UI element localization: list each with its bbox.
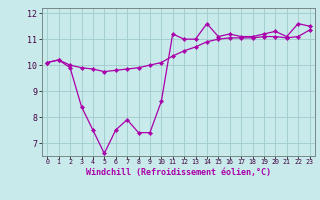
X-axis label: Windchill (Refroidissement éolien,°C): Windchill (Refroidissement éolien,°C) bbox=[86, 168, 271, 177]
